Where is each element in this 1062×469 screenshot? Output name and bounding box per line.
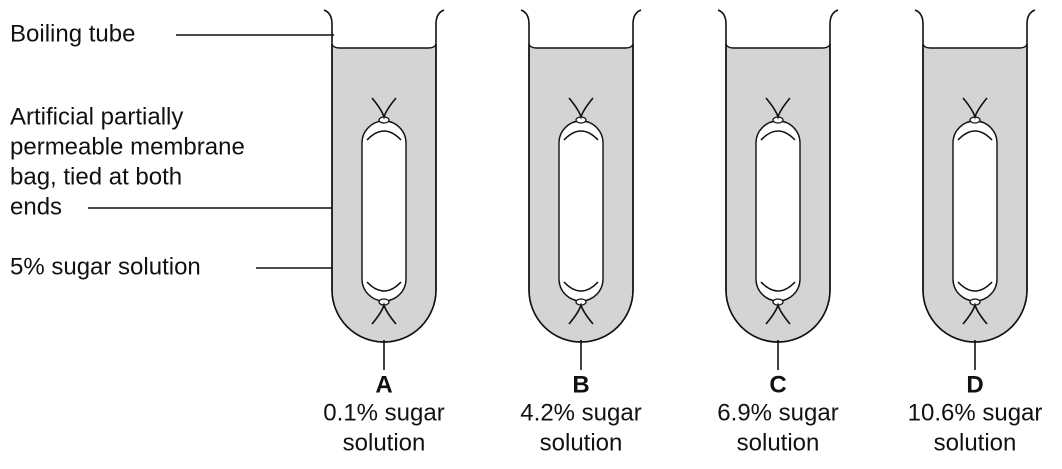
label-boiling-tube: Boiling tube (10, 20, 135, 47)
tie (371, 97, 397, 120)
tube-solution: solution (540, 429, 623, 456)
tie (962, 97, 988, 120)
tube: C6.9% sugar solution (717, 9, 839, 456)
tie (371, 302, 397, 325)
tube: D10.6% sugar solution (908, 9, 1043, 456)
tie (765, 97, 791, 120)
label-membrane: Artificial partially (10, 103, 183, 130)
membrane-bag (361, 120, 407, 302)
label-sugar: 5% sugar solution (10, 253, 201, 280)
membrane-bag (558, 120, 604, 302)
tube-solution: solution (737, 429, 820, 456)
label-membrane: ends (10, 193, 62, 220)
tube-letter: D (966, 371, 983, 398)
membrane-bag (952, 120, 998, 302)
tube-solution: 4.2% sugar (520, 399, 641, 426)
tube-solution: 0.1% sugar (323, 399, 444, 426)
bag-inner (760, 130, 796, 292)
tube-solution: 6.9% sugar (717, 399, 838, 426)
label-membrane: permeable membrane (10, 133, 245, 160)
tube-letter: C (769, 371, 786, 398)
tube-solution: solution (934, 429, 1017, 456)
bag-inner (366, 130, 402, 292)
tube: A0.1% sugar solution (323, 9, 445, 456)
tie (568, 302, 594, 325)
tube: B4.2% sugar solution (520, 9, 642, 456)
tube-solution: 10.6% sugar (908, 399, 1043, 426)
bag-inner (563, 130, 599, 292)
bag-inner (957, 130, 993, 292)
tube-solution: solution (343, 429, 426, 456)
label-membrane: bag, tied at both (10, 163, 182, 190)
membrane-bag (755, 120, 801, 302)
tie (568, 97, 594, 120)
tube-letter: B (572, 371, 589, 398)
tie (962, 302, 988, 325)
tie (765, 302, 791, 325)
tube-letter: A (375, 371, 392, 398)
